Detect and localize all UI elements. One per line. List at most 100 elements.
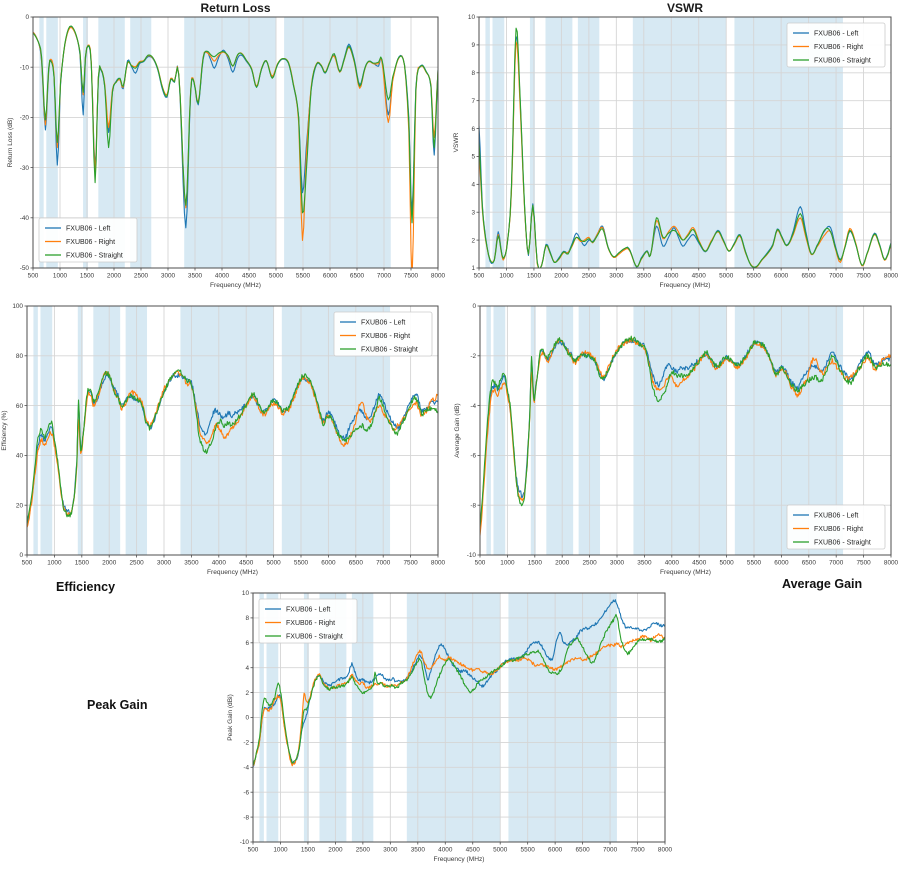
plot-border — [26, 305, 439, 556]
svg-text:500: 500 — [28, 273, 39, 280]
svg-text:2000: 2000 — [328, 847, 343, 854]
svg-text:6: 6 — [245, 640, 249, 647]
series-line-straight — [479, 27, 891, 268]
legend-label-straight: FXUB06 - Straight — [361, 346, 418, 353]
svg-text:6500: 6500 — [575, 847, 590, 854]
svg-text:4500: 4500 — [242, 273, 257, 280]
svg-text:6000: 6000 — [548, 847, 563, 854]
svg-text:2000: 2000 — [555, 560, 570, 567]
svg-text:4000: 4000 — [664, 273, 679, 280]
svg-text:2500: 2500 — [129, 560, 144, 567]
svg-text:5: 5 — [471, 154, 475, 161]
series-line-straight — [253, 613, 665, 765]
svg-text:4000: 4000 — [212, 560, 227, 567]
svg-text:3500: 3500 — [637, 560, 652, 567]
svg-text:4500: 4500 — [692, 273, 707, 280]
svg-text:60: 60 — [16, 403, 24, 410]
svg-text:1500: 1500 — [528, 560, 543, 567]
svg-text:-2: -2 — [470, 353, 476, 360]
svg-text:-8: -8 — [470, 502, 476, 509]
series-line-left — [27, 372, 438, 523]
svg-text:7500: 7500 — [630, 847, 645, 854]
legend-label-left: FXUB06 - Left — [66, 225, 110, 232]
frequency-band-highlight — [529, 17, 535, 268]
svg-text:6000: 6000 — [774, 560, 789, 567]
chart-caption-average-gain: Average Gain — [782, 577, 863, 591]
svg-text:-10: -10 — [240, 839, 250, 846]
svg-text:7500: 7500 — [403, 560, 418, 567]
svg-text:5000: 5000 — [493, 847, 508, 854]
x-axis-label: Frequency (MHz) — [434, 856, 485, 863]
frequency-band-highlight — [33, 306, 38, 555]
legend-label-right: FXUB06 - Right — [814, 44, 863, 51]
series-line-straight — [27, 369, 438, 525]
svg-text:7500: 7500 — [856, 560, 871, 567]
svg-text:500: 500 — [475, 560, 486, 567]
svg-text:8000: 8000 — [658, 847, 673, 854]
svg-text:7000: 7000 — [829, 273, 844, 280]
svg-text:0: 0 — [472, 303, 476, 310]
svg-text:1000: 1000 — [47, 560, 62, 567]
frequency-band-highlight — [485, 17, 490, 268]
chart-return-loss: 500 1000 1500 2000 2500 3000 3500 4000 4500 5000 5… — [7, 14, 446, 289]
svg-text:1500: 1500 — [301, 847, 316, 854]
svg-text:7500: 7500 — [404, 273, 419, 280]
svg-text:4000: 4000 — [215, 273, 230, 280]
svg-text:6500: 6500 — [349, 560, 364, 567]
frequency-band-highlight — [633, 306, 727, 555]
chart-peak-gain: 500 1000 1500 2000 2500 3000 3500 4000 4500 5000 5… — [227, 590, 673, 863]
chart-title-return-loss: Return Loss — [200, 1, 271, 15]
legend-label-right: FXUB06 - Right — [66, 239, 115, 246]
svg-text:9: 9 — [471, 42, 475, 49]
legend-label-left: FXUB06 - Left — [814, 30, 858, 37]
svg-text:-50: -50 — [20, 265, 30, 272]
svg-text:6500: 6500 — [350, 273, 365, 280]
legend-label-right: FXUB06 - Right — [361, 333, 410, 340]
svg-text:1000: 1000 — [53, 273, 68, 280]
frequency-band-highlight — [632, 17, 727, 268]
svg-text:7000: 7000 — [377, 273, 392, 280]
series-line-straight — [33, 25, 438, 224]
chart-caption-peak-gain: Peak Gain — [87, 698, 148, 712]
svg-text:8000: 8000 — [884, 273, 899, 280]
svg-text:-40: -40 — [20, 215, 30, 222]
y-axis-label: Peak Gain (dBi) — [227, 694, 234, 741]
svg-text:5500: 5500 — [747, 560, 762, 567]
svg-text:80: 80 — [16, 353, 24, 360]
frequency-band-highlight — [83, 17, 88, 268]
svg-text:4: 4 — [245, 665, 249, 672]
svg-text:1500: 1500 — [527, 273, 542, 280]
svg-text:2500: 2500 — [582, 560, 597, 567]
svg-text:-8: -8 — [243, 814, 249, 821]
svg-text:5500: 5500 — [747, 273, 762, 280]
svg-text:0: 0 — [19, 552, 23, 559]
svg-text:8000: 8000 — [431, 273, 446, 280]
svg-text:2: 2 — [471, 237, 475, 244]
frequency-band-highlight — [39, 17, 44, 268]
chart-caption-efficiency: Efficiency — [56, 580, 116, 594]
svg-text:6000: 6000 — [774, 273, 789, 280]
x-axis-label: Frequency (MHz) — [210, 282, 261, 289]
legend: FXUB06 - Left FXUB06 - Right FXUB06 - Stra… — [786, 22, 886, 68]
svg-text:5500: 5500 — [296, 273, 311, 280]
series-line-straight — [480, 335, 891, 527]
svg-text:3500: 3500 — [188, 273, 203, 280]
frequency-band-highlight — [545, 17, 573, 268]
chart-vswr: 500 1000 1500 2000 2500 3000 3500 4000 4500 5000 5… — [453, 14, 899, 289]
frequency-band-highlight — [40, 306, 53, 555]
series-line-right — [480, 337, 891, 536]
chart-title-vswr: VSWR — [667, 1, 703, 15]
svg-text:2000: 2000 — [102, 560, 117, 567]
series-line-right — [27, 370, 438, 528]
svg-text:-6: -6 — [470, 453, 476, 460]
frequency-band-highlight — [93, 306, 121, 555]
legend-label-right: FXUB06 - Right — [286, 620, 335, 627]
svg-text:3500: 3500 — [184, 560, 199, 567]
svg-text:8: 8 — [471, 70, 475, 77]
svg-text:3500: 3500 — [637, 273, 652, 280]
svg-text:4500: 4500 — [466, 847, 481, 854]
svg-text:0: 0 — [245, 715, 249, 722]
svg-text:8000: 8000 — [884, 560, 899, 567]
frequency-band-highlight — [486, 306, 491, 555]
svg-text:20: 20 — [16, 502, 24, 509]
